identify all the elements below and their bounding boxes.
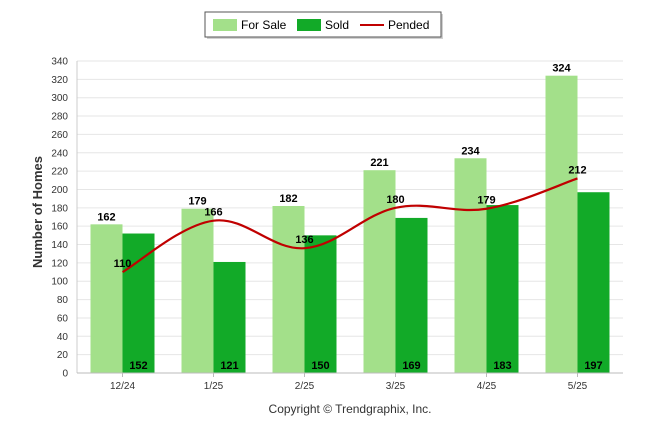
data-label-sold: 169 [402, 360, 420, 372]
data-labels: 162 152 179 121 182 150 221 169 234 183 324 197 110 1… [97, 63, 602, 372]
legend-box [204, 11, 442, 38]
data-label-pended: 180 [386, 194, 404, 206]
data-label-sold: 152 [129, 360, 147, 372]
data-label-sold: 197 [584, 360, 602, 372]
y-tick-label: 200 [51, 185, 68, 196]
x-tick-label: 12/24 [110, 381, 135, 392]
y-tick-label: 80 [57, 295, 69, 306]
bar-sold [213, 261, 246, 373]
data-label-for-sale: 182 [279, 193, 297, 205]
bar-sold [577, 192, 610, 373]
y-axis-title: Number of Homes [30, 156, 45, 268]
bar-for-sale [363, 170, 396, 373]
data-label-pended: 212 [568, 164, 586, 176]
data-label-sold: 150 [311, 360, 329, 372]
bar-for-sale [181, 208, 214, 373]
line-series [121, 177, 578, 274]
x-tick-label: 3/25 [386, 381, 406, 392]
data-label-for-sale: 234 [461, 145, 480, 157]
y-tick-label: 240 [51, 148, 68, 159]
data-label-for-sale: 221 [370, 157, 388, 169]
y-tick-label: 260 [51, 130, 68, 141]
y-tick-label: 280 [51, 112, 68, 123]
y-tick-label: 20 [57, 350, 69, 361]
data-label-for-sale: 162 [97, 211, 115, 223]
y-tick-label: 100 [51, 277, 68, 288]
bar-sold [122, 233, 155, 373]
bar-series [90, 75, 610, 374]
data-label-pended: 166 [204, 207, 222, 219]
legend-label-for-sale: For Sale [241, 18, 287, 32]
bar-sold [486, 205, 519, 373]
data-label-pended: 136 [295, 234, 313, 246]
legend-label-pended: Pended [388, 18, 429, 32]
data-label-for-sale: 179 [188, 196, 206, 208]
data-label-for-sale: 324 [552, 63, 571, 75]
bar-for-sale [90, 224, 123, 373]
legend-swatch-sold [297, 19, 321, 31]
legend-swatch-for-sale [213, 19, 237, 31]
y-tick-label: 220 [51, 167, 68, 178]
y-tick-label: 160 [51, 222, 68, 233]
data-label-sold: 183 [493, 360, 511, 372]
bar-sold [395, 217, 428, 373]
x-tick-label: 2/25 [295, 381, 315, 392]
legend: For Sale Sold Pended [204, 11, 443, 39]
data-label-pended: 110 [114, 258, 132, 270]
line-pended [121, 177, 578, 274]
x-tick-label: 1/25 [204, 381, 224, 392]
x-tick-label: 4/25 [477, 381, 497, 392]
y-axis: 0 20 40 60 80 100 120 140 160 180 200 220 240 260 280 3… [51, 57, 78, 380]
y-tick-label: 140 [51, 240, 68, 251]
x-axis: 12/24 1/25 2/25 3/25 4/25 5/25 [77, 372, 623, 392]
copyright-text: Copyright © Trendgraphix, Inc. [269, 402, 432, 416]
x-tick-label: 5/25 [568, 381, 588, 392]
bar-for-sale [454, 158, 487, 373]
bar-sold [304, 235, 337, 373]
bar-for-sale [545, 75, 578, 374]
data-label-sold: 121 [220, 360, 238, 372]
y-tick-label: 120 [51, 258, 68, 269]
bar-for-sale [272, 205, 305, 373]
grid-lines [77, 60, 623, 374]
y-tick-label: 180 [51, 203, 68, 214]
data-label-pended: 179 [477, 195, 495, 207]
y-tick-label: 40 [57, 332, 69, 343]
y-tick-label: 340 [51, 57, 68, 68]
y-tick-label: 300 [51, 93, 68, 104]
y-tick-label: 60 [57, 313, 69, 324]
y-tick-label: 320 [51, 75, 68, 86]
y-tick-label: 0 [62, 369, 68, 380]
legend-label-sold: Sold [325, 18, 349, 32]
